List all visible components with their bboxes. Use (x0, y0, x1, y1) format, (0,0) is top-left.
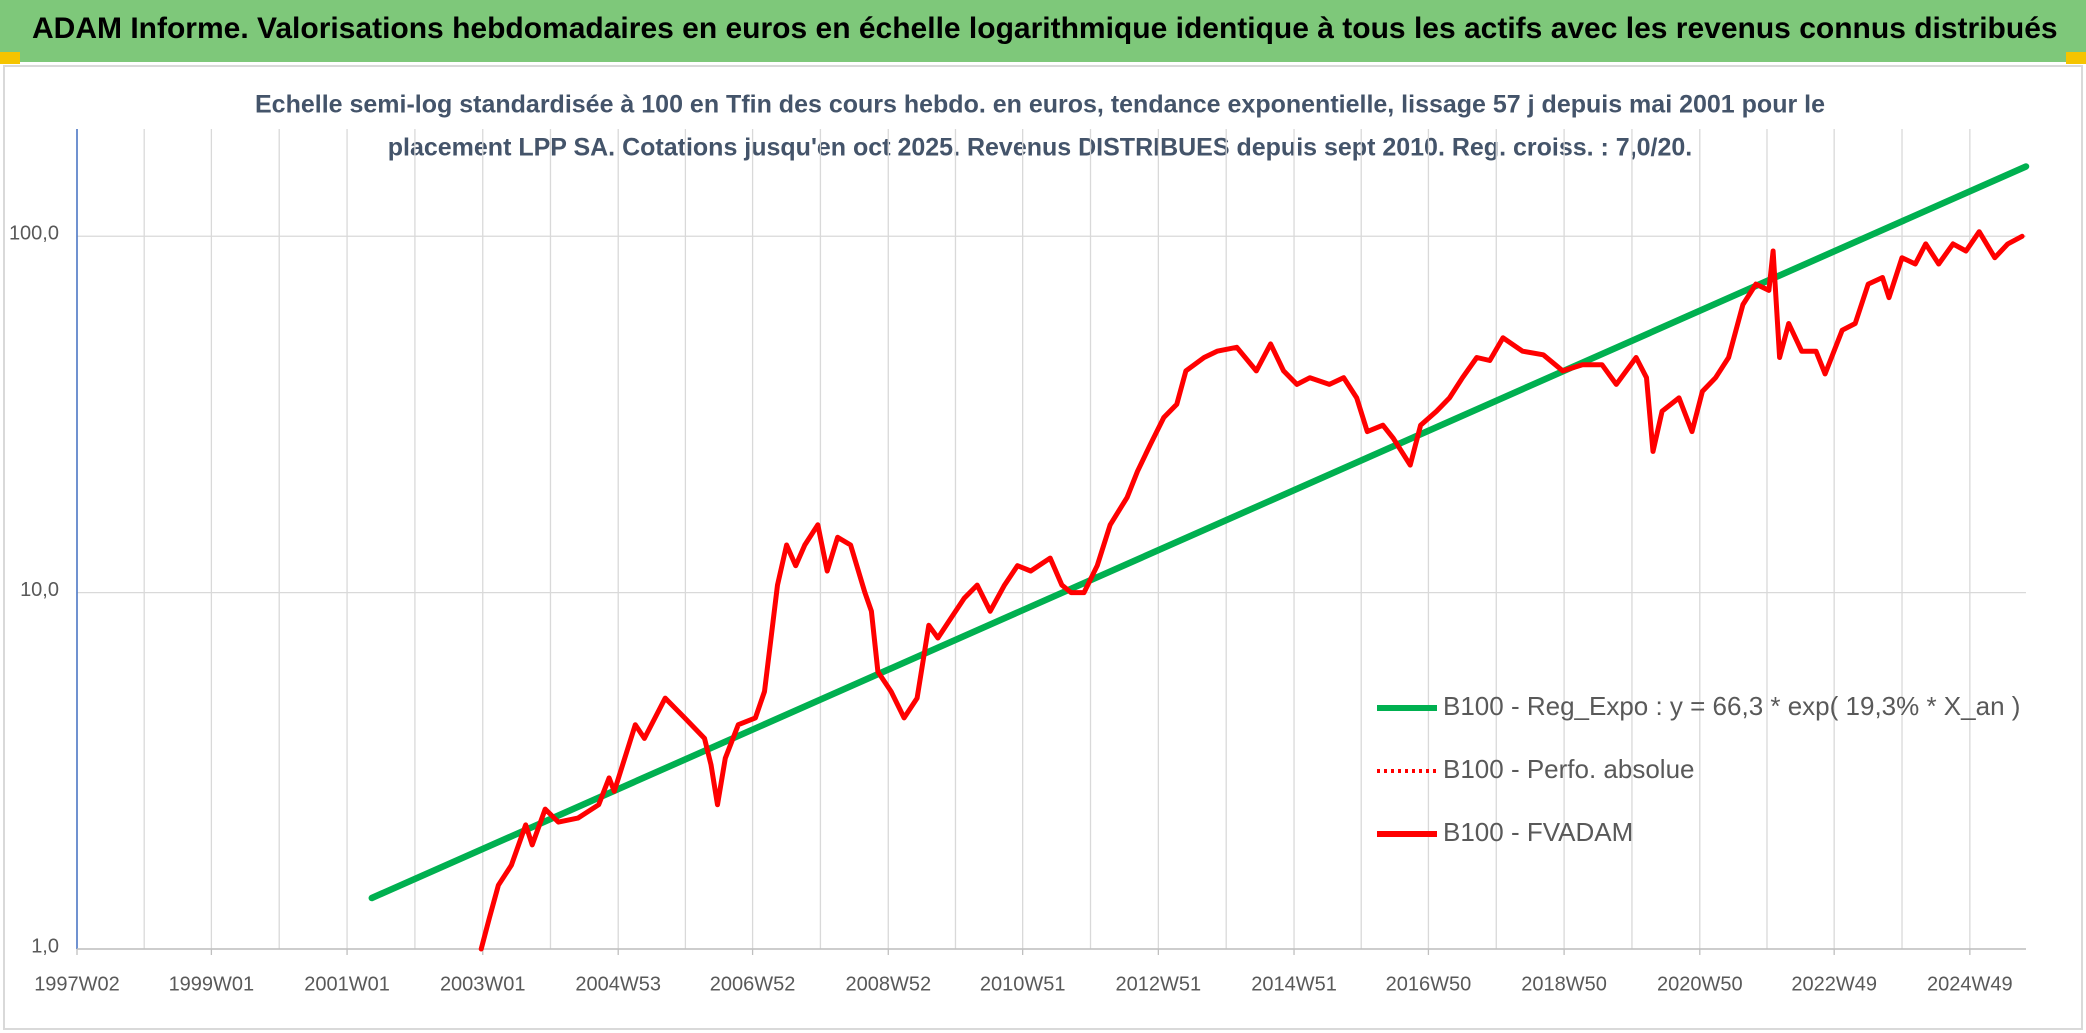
x-tick-label: 2012W51 (1116, 973, 1202, 995)
x-tick-label: 2006W52 (710, 973, 796, 995)
x-tick-label: 2020W50 (1657, 973, 1743, 995)
title-bar (0, 0, 2086, 62)
x-tick-label: 2003W01 (440, 973, 526, 995)
x-tick-label: 2010W51 (980, 973, 1066, 995)
corner-mark (0, 52, 20, 64)
legend-label: B100 - Perfo. absolue (1443, 754, 1695, 784)
x-tick-label: 2016W50 (1386, 973, 1472, 995)
x-tick-label: 2008W52 (845, 973, 931, 995)
y-tick-label: 100,0 (9, 223, 59, 245)
x-tick-label: 2001W01 (304, 973, 390, 995)
x-tick-label: 1999W01 (169, 973, 255, 995)
x-tick-label: 2024W49 (1927, 973, 2013, 995)
x-tick-label: 2014W51 (1251, 973, 1337, 995)
x-tick-label: 2022W49 (1791, 973, 1877, 995)
corner-mark (2066, 52, 2086, 64)
x-tick-label: 1997W02 (34, 973, 120, 995)
chart-subtitle: placement LPP SA. Cotations jusqu'en oct… (388, 134, 1693, 162)
y-tick-label: 1,0 (31, 935, 59, 957)
chart-frame (3, 65, 2083, 1030)
legend-label: B100 - Reg_Expo : y = 66,3 * exp( 19,3% … (1443, 691, 2020, 721)
page-title: ADAM Informe. Valorisations hebdomadaire… (32, 12, 2058, 45)
x-tick-label: 2018W50 (1521, 973, 1607, 995)
chart-subtitle: Echelle semi-log standardisée à 100 en T… (255, 91, 1825, 119)
y-tick-label: 10,0 (20, 579, 59, 601)
x-tick-label: 2004W53 (575, 973, 661, 995)
series-line (478, 229, 2025, 952)
legend-label: B100 - FVADAM (1443, 817, 1633, 847)
